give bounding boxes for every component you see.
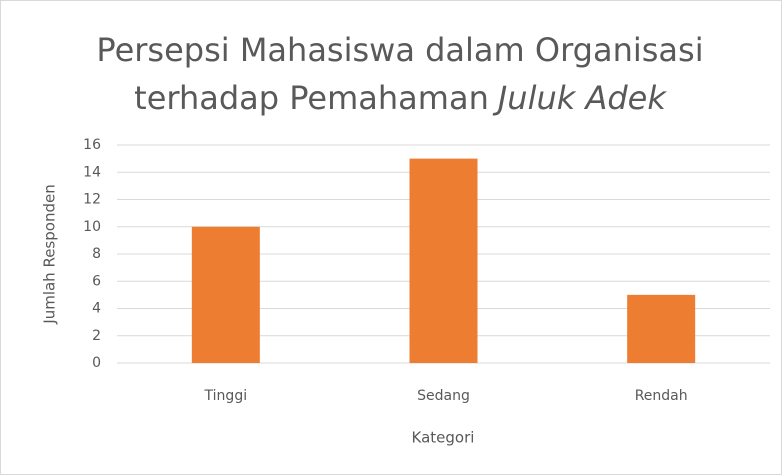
- x-tick-label: Tinggi: [204, 388, 248, 404]
- title-line: Persepsi Mahasiswa dalam Organisasi: [96, 31, 703, 69]
- y-tick-label: 0: [92, 355, 101, 371]
- y-tick-label: 4: [92, 301, 101, 317]
- x-tick-label: Rendah: [635, 388, 688, 404]
- title-line: terhadap Pemahaman: [134, 79, 489, 117]
- y-tick-label: 14: [83, 164, 101, 180]
- title-italic: Juluk Adek: [492, 79, 667, 117]
- chart-title: Persepsi Mahasiswa dalam Organisasi: [96, 31, 703, 69]
- y-tick-label: 2: [92, 328, 101, 344]
- bar: [627, 294, 696, 363]
- bar: [191, 226, 260, 363]
- bar: [409, 158, 478, 363]
- y-tick-label: 12: [83, 192, 101, 208]
- y-tick-label: 8: [92, 246, 101, 262]
- x-axis-label: Kategori: [412, 429, 475, 447]
- chart-title: terhadap Pemahaman Juluk Adek: [134, 79, 667, 117]
- y-axis-label: Jumlah Responden: [41, 184, 59, 324]
- y-tick-label: 16: [83, 137, 101, 153]
- x-tick-label: Sedang: [417, 388, 470, 404]
- y-tick-label: 6: [92, 273, 101, 289]
- y-tick-label: 10: [83, 219, 101, 235]
